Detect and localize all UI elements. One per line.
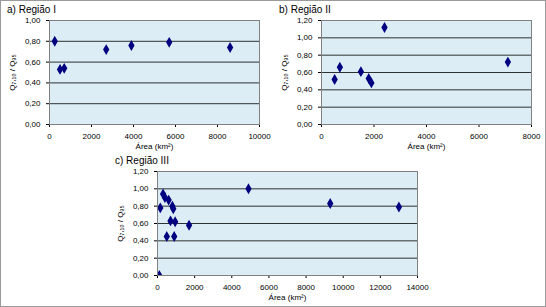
html-text:b) Região II: b) Região II bbox=[279, 4, 331, 15]
svg-text:Área (km²): Área (km²) bbox=[269, 293, 307, 302]
svg-text:1,00: 1,00 bbox=[133, 184, 149, 193]
svg-text:0,60: 0,60 bbox=[297, 68, 313, 77]
svg-text:0,60: 0,60 bbox=[25, 58, 41, 67]
svg-text:0,40: 0,40 bbox=[133, 236, 149, 245]
svg-text:0,80: 0,80 bbox=[297, 51, 313, 60]
svg-text:12000: 12000 bbox=[369, 283, 392, 292]
svg-text:0: 0 bbox=[155, 283, 160, 292]
svg-text:4000: 4000 bbox=[125, 132, 143, 141]
svg-text:Q₇,₁₀ / Q₉₅: Q₇,₁₀ / Q₉₅ bbox=[280, 54, 289, 91]
svg-text:Área (km²): Área (km²) bbox=[408, 142, 446, 151]
svg-text:2000: 2000 bbox=[186, 283, 204, 292]
svg-text:1,20: 1,20 bbox=[297, 16, 313, 25]
svg-text:0: 0 bbox=[319, 132, 324, 141]
svg-text:0,20: 0,20 bbox=[133, 254, 149, 263]
svg-text:0,40: 0,40 bbox=[25, 78, 41, 87]
svg-text:1,00: 1,00 bbox=[25, 16, 41, 25]
svg-text:Área (km²): Área (km²) bbox=[136, 142, 174, 151]
svg-text:0,20: 0,20 bbox=[25, 99, 41, 108]
svg-text:0,80: 0,80 bbox=[133, 202, 149, 211]
svg-text:2000: 2000 bbox=[83, 132, 101, 141]
svg-text:0,00: 0,00 bbox=[133, 271, 149, 280]
svg-text:1,20: 1,20 bbox=[133, 167, 149, 176]
svg-text:14000: 14000 bbox=[406, 283, 429, 292]
svg-text:0: 0 bbox=[47, 132, 52, 141]
svg-text:0,20: 0,20 bbox=[297, 103, 313, 112]
svg-text:8000: 8000 bbox=[297, 283, 315, 292]
svg-text:Q₇,₁₀ / Q₉₅: Q₇,₁₀ / Q₉₅ bbox=[116, 205, 125, 242]
svg-text:0,80: 0,80 bbox=[25, 37, 41, 46]
svg-text:0,00: 0,00 bbox=[25, 120, 41, 129]
svg-text:8000: 8000 bbox=[209, 132, 227, 141]
svg-text:10000: 10000 bbox=[248, 132, 271, 141]
svg-text:1,00: 1,00 bbox=[297, 33, 313, 42]
svg-text:4000: 4000 bbox=[223, 283, 241, 292]
svg-text:6000: 6000 bbox=[260, 283, 278, 292]
html-text:c) Região III: c) Região III bbox=[115, 155, 169, 166]
svg-text:10000: 10000 bbox=[332, 283, 355, 292]
svg-text:6000: 6000 bbox=[167, 132, 185, 141]
svg-text:0,00: 0,00 bbox=[297, 120, 313, 129]
html-text:a) Região I: a) Região I bbox=[7, 4, 56, 15]
svg-text:2000: 2000 bbox=[365, 132, 383, 141]
svg-text:Q₇,₁₀ / Q₉₅: Q₇,₁₀ / Q₉₅ bbox=[8, 54, 17, 91]
svg-text:8000: 8000 bbox=[523, 132, 541, 141]
svg-text:0,40: 0,40 bbox=[297, 85, 313, 94]
svg-text:0,60: 0,60 bbox=[133, 219, 149, 228]
svg-text:4000: 4000 bbox=[418, 132, 436, 141]
svg-text:6000: 6000 bbox=[470, 132, 488, 141]
